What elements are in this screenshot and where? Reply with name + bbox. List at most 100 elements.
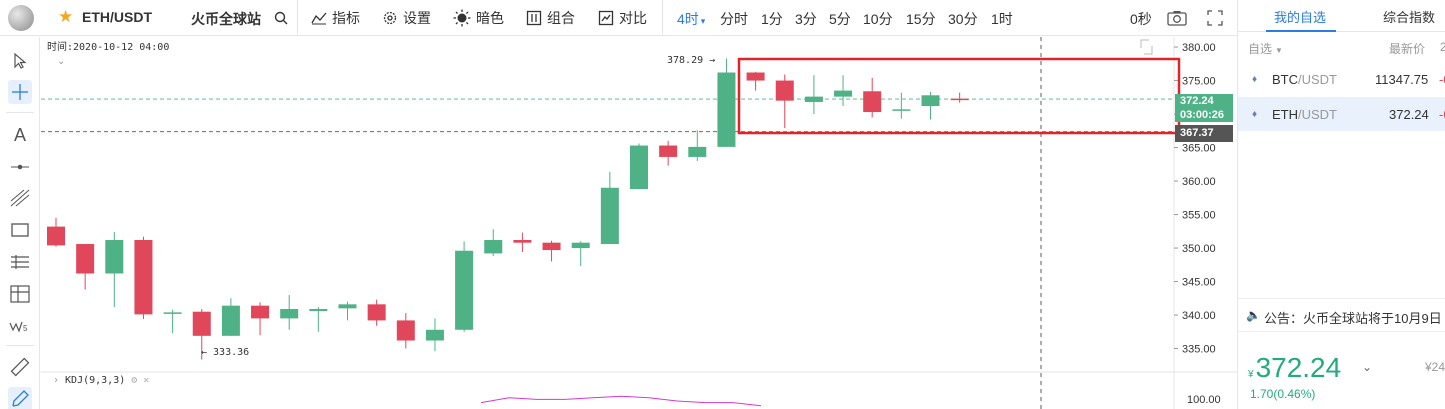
indicators-button[interactable]: 指标 (311, 0, 360, 36)
candle-body (659, 145, 678, 157)
combo-label: 组合 (547, 10, 575, 26)
y-axis-label: 340.00 (1182, 310, 1216, 322)
candle-body (600, 187, 619, 245)
candle-body (338, 304, 357, 309)
pair-title[interactable]: ETH/USDT (82, 9, 152, 25)
market-sidebar: 我的自选 综合指数 自选▼ 最新价 24 ♦ BTC/USDT 11347.75… (1237, 0, 1445, 409)
watchlist-row-btc[interactable]: ♦ BTC/USDT 11347.75 -0 (1238, 62, 1445, 96)
timeframe-3m[interactable]: 3分 (795, 11, 817, 27)
dark-mode-button[interactable]: 暗色 (453, 0, 504, 36)
y-axis-label: 375.00 (1182, 76, 1216, 88)
y-axis-label: 380.00 (1182, 42, 1216, 54)
compare-button[interactable]: 对比 (598, 0, 647, 36)
ruler-icon[interactable] (8, 355, 32, 379)
y-axis-label: 365.00 (1182, 143, 1216, 155)
kdj-j-line (480, 395, 762, 407)
chevron-down-icon: ▾ (700, 16, 706, 26)
list-header-price: 最新价 (1389, 42, 1426, 56)
last-price-badge: 372.24 (1175, 94, 1233, 109)
pen-icon[interactable] (8, 387, 32, 409)
currency-symbol: ¥ (1248, 369, 1254, 380)
tab-my-watchlist[interactable]: 我的自选 (1274, 10, 1327, 25)
chevron-down-icon: ▼ (1275, 46, 1283, 55)
candle-body (950, 98, 969, 101)
settings-label: 设置 (403, 10, 431, 26)
sidebar-tabs: 我的自选 综合指数 (1238, 0, 1445, 32)
wave-tool-icon[interactable]: 5 (8, 314, 32, 338)
exchange-logo (8, 5, 34, 31)
parallel-lines-icon[interactable] (8, 250, 32, 274)
symbol-quote: /USDT (1298, 107, 1337, 122)
y-axis-label: 360.00 (1182, 176, 1216, 188)
timeframe-1m[interactable]: 1分 (761, 11, 783, 27)
timeframe-30m[interactable]: 30分 (948, 11, 978, 27)
candle-body (134, 240, 153, 315)
candle-body (513, 240, 532, 243)
countdown-badge: 03:00:26 (1175, 109, 1233, 122)
candle-body (542, 242, 561, 251)
rectangle-tool-icon[interactable] (8, 218, 32, 242)
camera-icon[interactable] (1167, 0, 1187, 36)
candle-body (921, 95, 940, 107)
gear-icon (383, 11, 397, 25)
watchlist-row-eth[interactable]: ♦ ETH/USDT 372.24 -0 (1238, 97, 1445, 131)
close-icon[interactable]: ✕ (143, 375, 150, 386)
gear-icon[interactable]: ⚙ (131, 375, 138, 386)
candle-body (804, 96, 823, 102)
top-toolbar: ★ ETH/USDT 火币全球站 指标 设置 暗色 组合 对比 4时 ▾ 分时 1… (0, 0, 1237, 36)
candle-body (455, 250, 474, 330)
chart-area[interactable]: 380.00375.00370.00365.00360.00355.00350.… (41, 37, 1237, 409)
candle-body (47, 226, 65, 246)
announcement-bar[interactable]: 🔈 公告：火币全球站将于10月9日 (1238, 298, 1445, 332)
search-icon[interactable] (274, 0, 288, 36)
collapse-chevron-icon[interactable]: › (53, 375, 60, 386)
candle-body (367, 304, 386, 321)
candle-body (892, 109, 911, 111)
row-change: -0 (1439, 72, 1445, 87)
indicators-icon (311, 12, 327, 25)
kdj-panel-header: › KDJ(9,3,3) ⚙ ✕ (53, 375, 149, 386)
list-header-label[interactable]: 自选 ▼ (1248, 40, 1283, 57)
row-change: -0 (1439, 107, 1445, 122)
dropdown-chevron-icon[interactable]: ⌄ (1362, 360, 1373, 374)
timeframe-timeshare[interactable]: 分时 (720, 11, 748, 27)
combo-button[interactable]: 组合 (526, 0, 575, 36)
timeframe-10m[interactable]: 10分 (863, 11, 893, 27)
list-header-change: 24 (1440, 40, 1445, 54)
crosshair-icon[interactable] (8, 80, 32, 104)
fullscreen-icon[interactable] (1207, 0, 1223, 36)
compare-icon (598, 10, 614, 26)
layout-icon (526, 10, 542, 26)
expand-icon[interactable] (1140, 39, 1149, 48)
candle-body (280, 309, 299, 319)
candle-body (834, 90, 853, 97)
settings-button[interactable]: 设置 (382, 0, 431, 36)
y-axis-label: 350.00 (1182, 243, 1216, 255)
timeframe-5m[interactable]: 5分 (829, 11, 851, 27)
fibonacci-icon[interactable] (8, 282, 32, 306)
symbol-quote: /USDT (1298, 72, 1337, 87)
favorite-star-icon[interactable]: ★ (58, 7, 74, 26)
timeframe-1h[interactable]: 1时 (991, 11, 1013, 27)
dark-mode-label: 暗色 (476, 10, 504, 26)
cursor-arrow-icon[interactable] (8, 49, 32, 73)
tab-composite-index[interactable]: 综合指数 (1383, 10, 1436, 25)
current-price-value: 372.24 (1255, 352, 1342, 383)
candle-body (571, 242, 590, 249)
candle-body (76, 244, 95, 274)
row-symbol: BTC/USDT (1272, 72, 1337, 87)
current-change: 1.70(0.46%) (1250, 387, 1316, 401)
reference-price-badge: 367.37 (1175, 125, 1233, 142)
trend-line-icon[interactable] (8, 186, 32, 210)
row-symbol: ETH/USDT (1272, 107, 1337, 122)
timeframe-15m[interactable]: 15分 (906, 11, 936, 27)
timeframe-4h-dropdown[interactable]: 4时 ▾ (677, 9, 705, 29)
horizontal-line-icon[interactable] (8, 155, 32, 179)
candle-body (396, 320, 415, 341)
candle-body (221, 305, 240, 336)
text-tool-icon[interactable]: A (13, 124, 26, 145)
collapse-chevron-icon[interactable]: ⌄ (57, 56, 66, 67)
candle-body (192, 311, 211, 336)
timeframe-active-label: 4时 (677, 11, 699, 27)
crosshair-time-label: 时间:2020-10-12 04:00 (47, 42, 170, 53)
